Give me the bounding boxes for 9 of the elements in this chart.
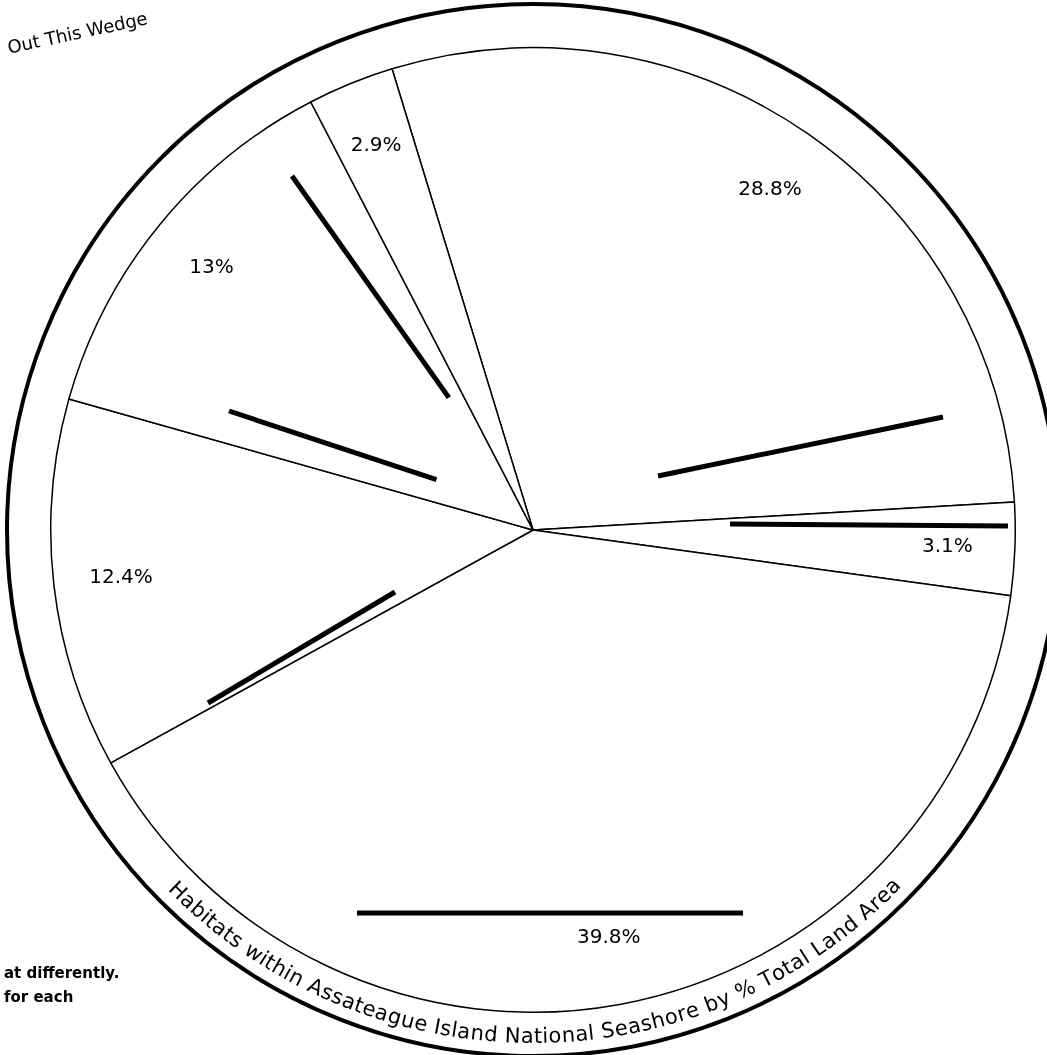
data-label: 12.4% (89, 563, 153, 588)
text: at differently. (4, 964, 120, 982)
data-label: 3.1% (922, 532, 973, 557)
data-label: 13% (189, 254, 234, 279)
data-label: 28.8% (738, 175, 802, 200)
text: Out This Wedge (5, 7, 150, 58)
data-label: 39.8% (576, 923, 641, 948)
text: for each (4, 988, 74, 1006)
data-label: 2.9% (350, 132, 402, 157)
